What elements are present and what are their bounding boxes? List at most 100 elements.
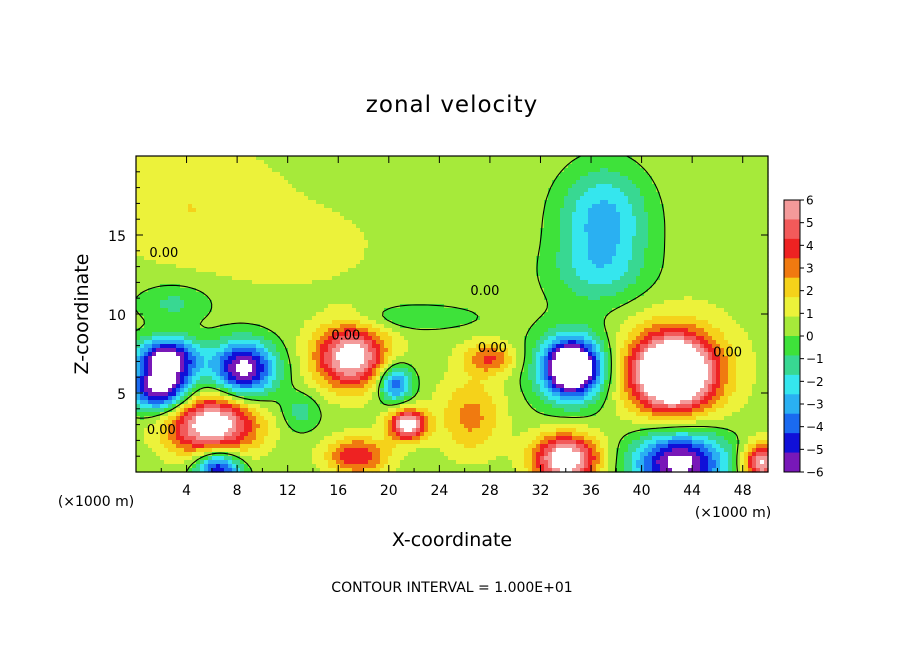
field-cell <box>220 164 225 169</box>
field-cell <box>352 184 357 189</box>
field-cell <box>380 248 385 253</box>
field-cell <box>472 200 477 205</box>
field-cell <box>448 252 453 257</box>
field-cell <box>660 260 665 265</box>
field-cell <box>688 268 693 273</box>
field-cell <box>568 220 573 225</box>
field-cell <box>268 256 273 261</box>
field-cell <box>644 256 649 261</box>
field-cell <box>652 236 657 241</box>
field-cell <box>636 192 641 197</box>
field-cell <box>456 224 461 229</box>
field-cell <box>688 176 693 181</box>
field-cell <box>144 180 149 185</box>
field-cell <box>532 268 537 273</box>
field-cell <box>644 268 649 273</box>
field-cell <box>684 216 689 221</box>
field-cell <box>344 192 349 197</box>
field-cell <box>280 172 285 177</box>
field-cell <box>328 240 333 245</box>
field-cell <box>280 160 285 165</box>
field-cell <box>200 196 205 201</box>
field-cell <box>416 188 421 193</box>
field-cell <box>392 160 397 165</box>
field-cell <box>676 264 681 269</box>
field-cell <box>760 156 765 161</box>
field-cell <box>552 208 557 213</box>
field-cell <box>704 196 709 201</box>
field-cell <box>344 204 349 209</box>
field-cell <box>672 252 677 257</box>
field-cell <box>456 208 461 213</box>
field-cell <box>228 200 233 205</box>
field-cell <box>728 264 733 269</box>
field-cell <box>224 156 229 161</box>
field-cell <box>552 264 557 269</box>
field-cell <box>748 264 753 269</box>
field-cell <box>432 248 437 253</box>
field-cell <box>224 172 229 177</box>
field-cell <box>304 220 309 225</box>
field-cell <box>216 252 221 257</box>
field-cell <box>400 232 405 237</box>
field-cell <box>428 224 433 229</box>
field-cell <box>188 244 193 249</box>
field-cell <box>552 164 557 169</box>
field-cell <box>228 216 233 221</box>
field-cell <box>264 196 269 201</box>
field-cell <box>516 260 521 265</box>
field-cell <box>380 264 385 269</box>
field-cell <box>532 196 537 201</box>
field-cell <box>184 224 189 229</box>
field-cell <box>332 168 337 173</box>
field-cell <box>520 184 525 189</box>
field-cell <box>692 200 697 205</box>
field-cell <box>608 180 613 185</box>
field-cell <box>540 240 545 245</box>
field-cell <box>308 192 313 197</box>
field-cell <box>556 188 561 193</box>
field-cell <box>500 164 505 169</box>
field-cell <box>460 268 465 273</box>
field-cell <box>708 236 713 241</box>
field-cell <box>356 172 361 177</box>
field-cell <box>584 208 589 213</box>
field-cell <box>424 172 429 177</box>
field-cell <box>224 276 229 281</box>
field-cell <box>620 256 625 261</box>
field-cell <box>764 264 769 269</box>
field-cell <box>288 188 293 193</box>
field-cell <box>448 208 453 213</box>
field-cell <box>216 244 221 249</box>
field-cell <box>536 260 541 265</box>
field-cell <box>572 164 577 169</box>
field-cell <box>460 252 465 257</box>
field-cell <box>396 204 401 209</box>
field-cell <box>672 180 677 185</box>
field-cell <box>540 232 545 237</box>
field-cell <box>652 232 657 237</box>
field-cell <box>256 280 261 285</box>
field-cell <box>576 168 581 173</box>
field-cell <box>336 276 341 281</box>
field-cell <box>460 184 465 189</box>
field-cell <box>184 192 189 197</box>
field-cell <box>592 184 597 189</box>
field-cell <box>400 220 405 225</box>
field-cell <box>316 212 321 217</box>
field-cell <box>288 168 293 173</box>
field-cell <box>520 192 525 197</box>
field-cell <box>524 192 529 197</box>
field-cell <box>604 228 609 233</box>
field-cell <box>344 244 349 249</box>
field-cell <box>260 196 265 201</box>
field-cell <box>492 204 497 209</box>
field-cell <box>648 240 653 245</box>
field-cell <box>576 248 581 253</box>
field-cell <box>420 200 425 205</box>
field-cell <box>460 236 465 241</box>
field-cell <box>156 252 161 257</box>
field-cell <box>504 240 509 245</box>
field-cell <box>688 200 693 205</box>
field-cell <box>160 168 165 173</box>
